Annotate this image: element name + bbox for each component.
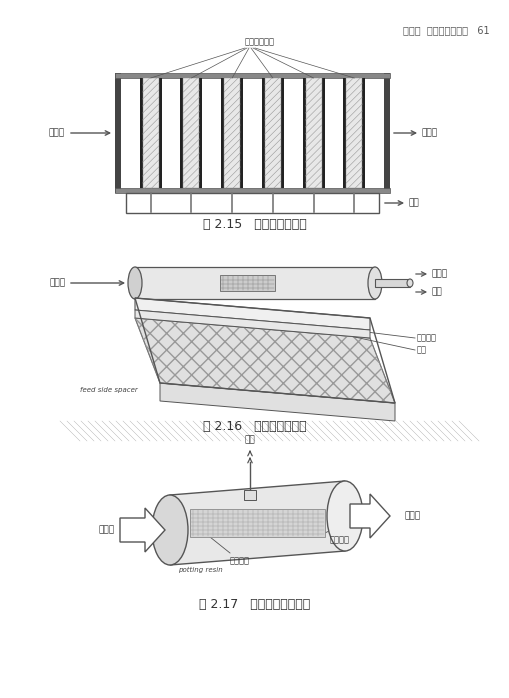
Text: 平板薄膜組合: 平板薄膜組合 (244, 37, 274, 46)
Bar (143, 78, 158, 188)
Polygon shape (349, 494, 389, 538)
Text: 透液收集: 透液收集 (416, 334, 436, 343)
Bar (321, 78, 324, 188)
Bar (135, 267, 374, 299)
Text: 透液: 透液 (431, 288, 442, 297)
Text: 薄膜: 薄膜 (416, 346, 426, 355)
Bar (180, 78, 183, 188)
Bar (115, 73, 389, 78)
Bar (383, 73, 389, 193)
Bar (139, 78, 143, 188)
Bar (183, 78, 199, 188)
Text: 濃縮液: 濃縮液 (404, 512, 420, 521)
Text: 圖 2.16   螺捲式薄膜模組: 圖 2.16 螺捲式薄膜模組 (203, 420, 306, 433)
Bar (305, 78, 321, 188)
Bar (374, 279, 409, 287)
Bar (219, 275, 274, 291)
Text: potting resin: potting resin (177, 567, 222, 573)
Bar (261, 78, 264, 188)
Text: 進流水: 進流水 (99, 526, 115, 535)
Bar (343, 78, 346, 188)
Text: 進流水: 進流水 (49, 128, 65, 138)
Ellipse shape (128, 267, 142, 299)
Text: 穿孔集管: 穿孔集管 (230, 556, 249, 565)
Polygon shape (135, 298, 369, 330)
Bar (115, 73, 121, 193)
Polygon shape (135, 310, 369, 338)
Polygon shape (120, 508, 165, 552)
Polygon shape (169, 481, 344, 565)
Bar (199, 78, 202, 188)
Polygon shape (160, 383, 394, 421)
Text: feed side spacer: feed side spacer (80, 387, 137, 393)
Text: 濃縮液: 濃縮液 (421, 128, 437, 138)
Ellipse shape (406, 279, 412, 287)
Ellipse shape (367, 267, 381, 299)
Bar (158, 78, 161, 188)
Bar (223, 78, 240, 188)
Bar (264, 78, 280, 188)
Bar (190, 509, 324, 537)
Text: 進流水: 進流水 (50, 279, 66, 288)
Text: 第二章  水高級處理技術   61: 第二章 水高級處理技術 61 (403, 25, 489, 35)
Bar (280, 78, 284, 188)
Bar (115, 188, 389, 193)
Bar (126, 193, 378, 213)
Text: 圖 2.17   中空絲膜薄膜模組: 圖 2.17 中空絲膜薄膜模組 (199, 598, 310, 611)
Bar (240, 78, 243, 188)
Bar (361, 78, 364, 188)
Bar (346, 78, 361, 188)
Polygon shape (135, 318, 394, 403)
Text: 透液: 透液 (244, 435, 255, 444)
Bar (302, 78, 305, 188)
Text: 圖 2.15   平板式薄膜模組: 圖 2.15 平板式薄膜模組 (203, 218, 306, 231)
Text: 透液: 透液 (408, 198, 419, 207)
Bar (243, 490, 256, 500)
Text: 濃縮液: 濃縮液 (431, 269, 447, 279)
Bar (221, 78, 223, 188)
Ellipse shape (152, 495, 188, 565)
Text: 中空絲線: 中空絲線 (329, 535, 349, 544)
Ellipse shape (326, 481, 362, 551)
